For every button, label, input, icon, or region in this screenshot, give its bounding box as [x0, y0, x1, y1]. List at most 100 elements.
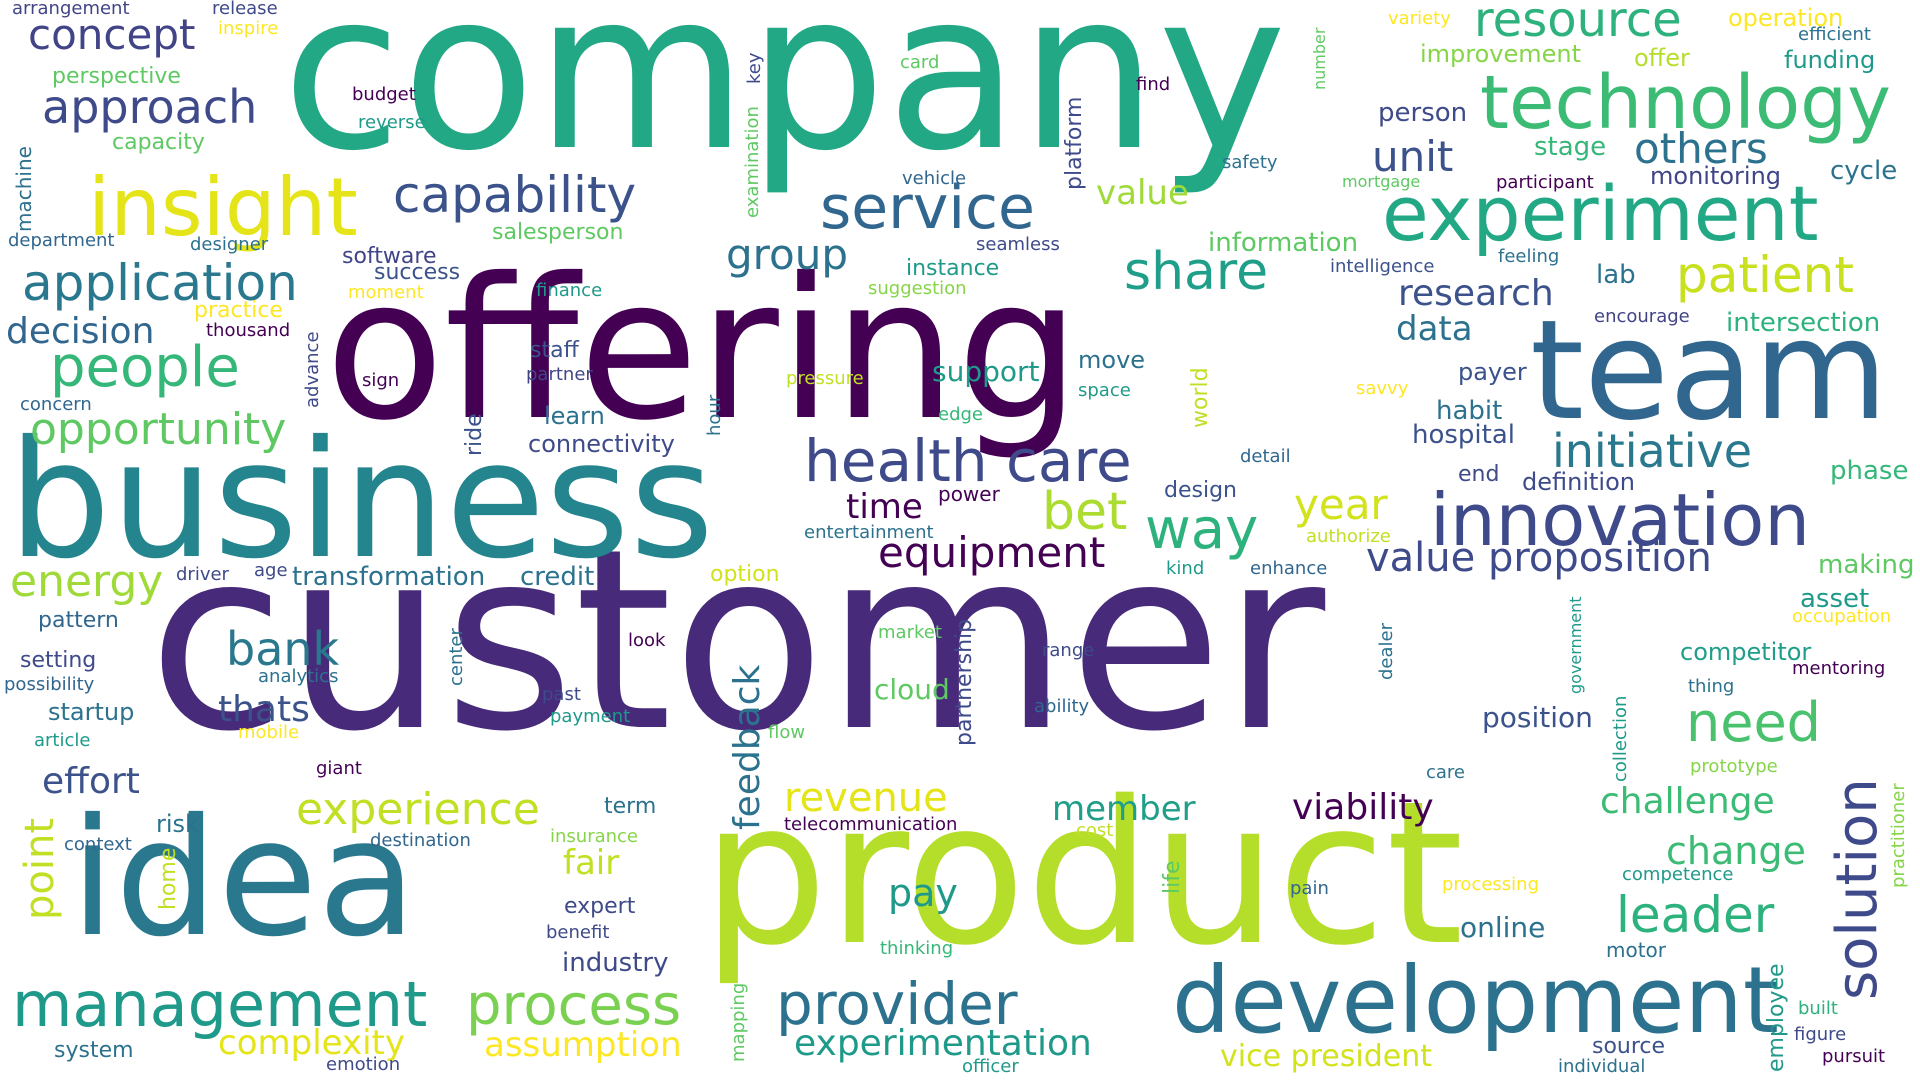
- word-innovation: innovation: [1430, 478, 1810, 562]
- word-entertainment: entertainment: [804, 522, 934, 543]
- word-experiment: experiment: [1382, 169, 1819, 258]
- word-capability: capability: [393, 166, 637, 224]
- word-value: value: [1096, 173, 1189, 213]
- word-operation: operation: [1728, 4, 1844, 32]
- word-practitioner: practitioner: [1888, 783, 1909, 888]
- word-emotion: emotion: [326, 1054, 401, 1075]
- word-connectivity: connectivity: [528, 430, 675, 458]
- word-vice-president: vice president: [1220, 1039, 1432, 1074]
- word-life: life: [1160, 860, 1185, 894]
- word-competitor: competitor: [1680, 638, 1812, 666]
- word-asset: asset: [1800, 584, 1870, 614]
- word-management: management: [12, 968, 428, 1041]
- word-partnership: partnership: [952, 618, 977, 746]
- word-flow: flow: [768, 722, 806, 743]
- word-market: market: [878, 622, 942, 643]
- word-pursuit: pursuit: [1822, 1046, 1886, 1067]
- word-year: year: [1294, 480, 1388, 529]
- word-advance: advance: [302, 331, 323, 408]
- word-definition: definition: [1522, 468, 1635, 496]
- word-thing: thing: [1688, 676, 1735, 697]
- word-process: process: [466, 973, 682, 1038]
- word-enhance: enhance: [1250, 558, 1328, 579]
- word-funding: funding: [1784, 46, 1876, 74]
- word-budget: budget: [352, 84, 416, 105]
- word-payer: payer: [1458, 358, 1527, 386]
- word-processing: processing: [1442, 874, 1540, 895]
- word-kind: kind: [1166, 558, 1205, 579]
- word-insight: insight: [88, 161, 358, 254]
- word-intelligence: intelligence: [1330, 256, 1435, 277]
- word-people: people: [50, 335, 240, 400]
- word-concept: concept: [28, 10, 196, 59]
- word-government: government: [1566, 596, 1585, 694]
- word-team: team: [1530, 290, 1889, 451]
- word-unit: unit: [1372, 132, 1454, 181]
- word-care: care: [1426, 762, 1466, 783]
- word-benefit: benefit: [546, 922, 610, 943]
- word-position: position: [1482, 701, 1593, 734]
- word-bet: bet: [1042, 482, 1128, 542]
- word-efficient: efficient: [1798, 24, 1871, 45]
- word-edge: edge: [938, 404, 983, 425]
- word-seamless: seamless: [976, 234, 1060, 255]
- word-payment: payment: [550, 706, 631, 727]
- word-detail: detail: [1240, 446, 1291, 467]
- word-possibility: possibility: [4, 674, 95, 695]
- word-member: member: [1052, 789, 1196, 829]
- word-center: center: [446, 628, 467, 686]
- word-pain: pain: [1290, 878, 1329, 899]
- word-designer: designer: [190, 234, 269, 255]
- word-bank: bank: [226, 622, 340, 676]
- word-learn: learn: [544, 402, 605, 430]
- word-pay: pay: [888, 871, 958, 915]
- word-suggestion: suggestion: [868, 278, 967, 299]
- word-equipment: equipment: [878, 528, 1106, 577]
- word-expert: expert: [564, 894, 636, 919]
- word-occupation: occupation: [1792, 606, 1892, 627]
- word-mapping: mapping: [728, 982, 749, 1062]
- word-application: application: [22, 254, 298, 312]
- word-encourage: encourage: [1594, 306, 1690, 327]
- word-practice: practice: [194, 298, 283, 323]
- word-card: card: [900, 52, 940, 73]
- word-transformation: transformation: [292, 562, 486, 592]
- word-collection: collection: [1610, 695, 1631, 782]
- word-improvement: improvement: [1420, 40, 1582, 68]
- word-driver: driver: [176, 564, 229, 585]
- word-hospital: hospital: [1412, 420, 1516, 450]
- word-number: number: [1310, 27, 1329, 90]
- word-offering: offering: [325, 236, 1081, 463]
- word-feedback: feedback: [727, 664, 768, 830]
- word-group: group: [726, 230, 848, 279]
- word-resource: resource: [1474, 0, 1682, 48]
- word-power: power: [938, 482, 1000, 506]
- word-offer: offer: [1634, 44, 1690, 72]
- word-setting: setting: [20, 648, 97, 673]
- word-data: data: [1396, 309, 1473, 349]
- word-value-proposition: value proposition: [1366, 535, 1712, 581]
- word-leader: leader: [1616, 886, 1775, 944]
- word-release: release: [212, 0, 278, 19]
- word-platform: platform: [1062, 96, 1087, 190]
- word-research: research: [1398, 273, 1554, 314]
- word-patient: patient: [1676, 246, 1854, 304]
- word-cycle: cycle: [1830, 156, 1898, 186]
- word-motor: motor: [1606, 938, 1667, 962]
- word-staff: staff: [530, 338, 579, 363]
- word-examination: examination: [742, 106, 763, 218]
- word-provider: provider: [776, 970, 1018, 1038]
- word-built: built: [1798, 998, 1838, 1019]
- word-mortgage: mortgage: [1342, 172, 1421, 191]
- word-ride: ride: [462, 413, 487, 456]
- word-online: online: [1460, 911, 1546, 944]
- word-salesperson: salesperson: [492, 220, 624, 245]
- word-individual: individual: [1558, 1056, 1646, 1077]
- word-mentoring: mentoring: [1792, 658, 1886, 679]
- word-design: design: [1164, 478, 1237, 503]
- word-authorize: authorize: [1306, 526, 1391, 547]
- word-inspire: inspire: [218, 18, 279, 39]
- word-startup: startup: [48, 698, 135, 726]
- word-concern: concern: [20, 394, 92, 415]
